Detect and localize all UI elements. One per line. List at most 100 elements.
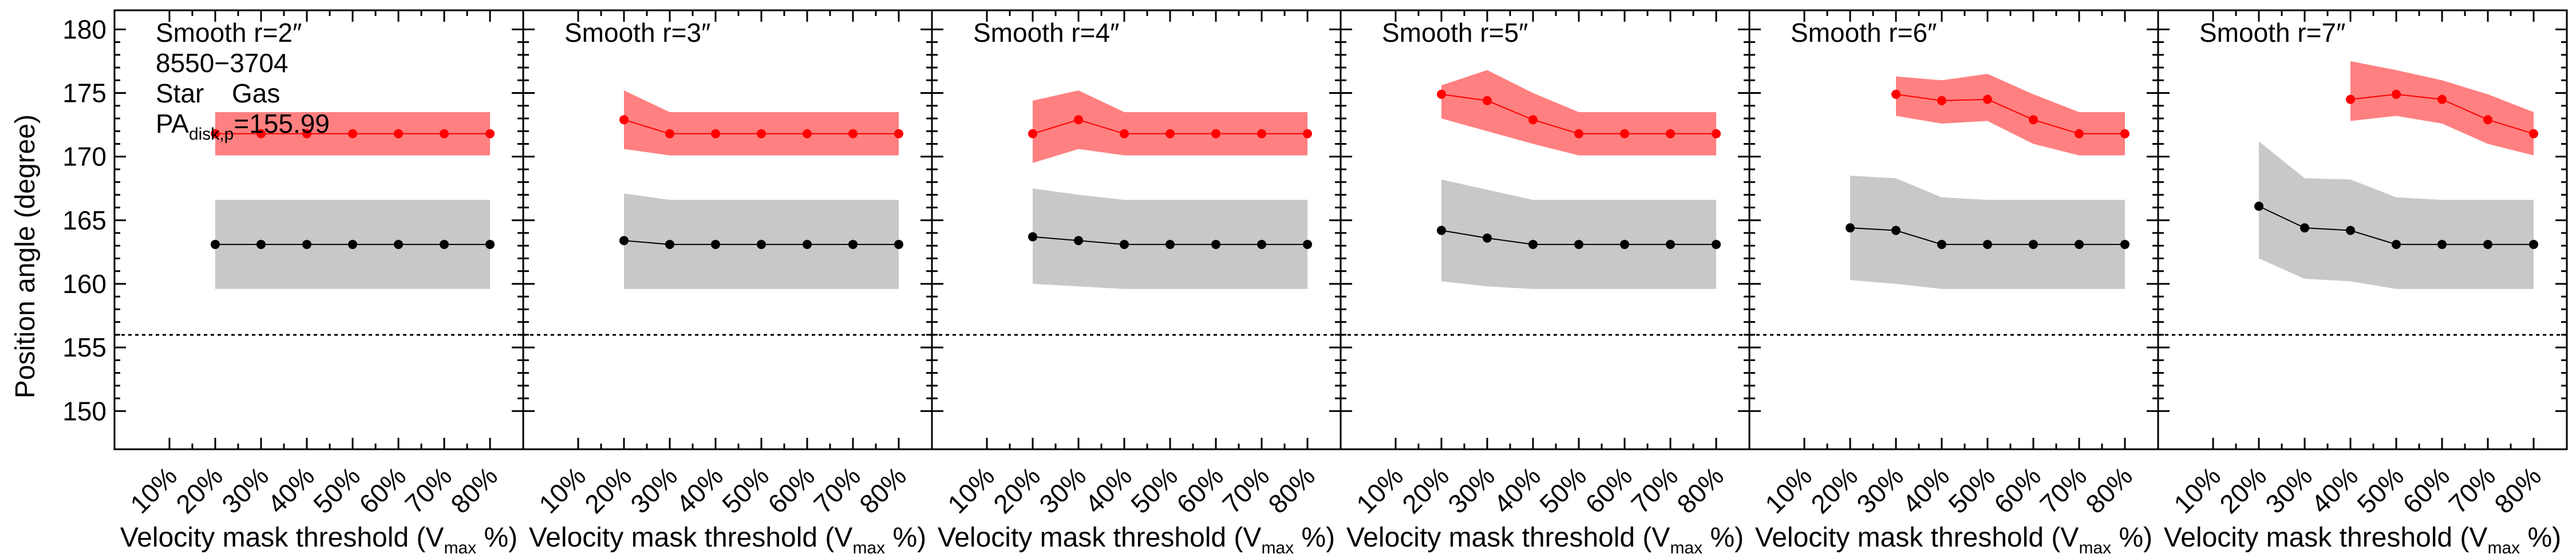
x-tick-label: 60%	[762, 461, 820, 519]
x-tick-label: 80%	[1262, 461, 1321, 519]
gas-point	[2529, 129, 2538, 138]
star-band	[1850, 176, 2125, 289]
legend-star: Star	[156, 78, 204, 108]
star-point	[485, 240, 495, 250]
x-axis-label: Velocity mask threshold (Vmax %)	[1346, 523, 1744, 557]
star-point	[2392, 240, 2401, 250]
x-tick-label: 70%	[399, 461, 457, 519]
gas-band	[1441, 70, 1716, 156]
x-tick-label: 50%	[716, 461, 775, 519]
x-tick-label: 70%	[1625, 461, 1684, 519]
x-tick-label: 10%	[942, 461, 1000, 519]
x-tick-label: 50%	[2351, 461, 2409, 519]
gas-point	[348, 129, 357, 138]
gas-point	[211, 129, 220, 138]
star-point	[1028, 232, 1037, 242]
star-point	[2254, 201, 2263, 211]
x-tick-label: 20%	[579, 461, 637, 519]
x-tick-label: 50%	[1942, 461, 2001, 519]
panel-label: Smooth r=2″	[156, 18, 302, 48]
panel-1: 150 155 160 165 170 175 180 10%20%30%40%50%60%7…	[62, 9, 524, 557]
star-point	[1528, 240, 1538, 250]
star-point	[848, 240, 858, 250]
star-point	[1846, 223, 1855, 233]
star-point	[211, 240, 220, 250]
y-tick-label: 170	[62, 142, 106, 172]
x-tick-label: 30%	[1851, 461, 1909, 519]
gas-band	[2350, 61, 2534, 156]
gas-point	[1120, 129, 1129, 138]
x-tick-label: 40%	[670, 461, 729, 519]
x-tick-label: 70%	[2034, 461, 2092, 519]
star-point	[1666, 240, 1675, 250]
gas-point	[2029, 115, 2038, 125]
panels: 15015516016517017518010%20%30%40%50%60%7…	[62, 9, 2568, 557]
panel-label: Smooth r=4″	[973, 18, 1119, 48]
star-point	[894, 240, 903, 250]
galaxy-id: 8550−3704	[156, 48, 289, 78]
star-point	[302, 240, 311, 250]
star-point	[1983, 240, 1992, 250]
gas-band	[1896, 74, 2125, 156]
gas-band	[624, 90, 899, 156]
star-point	[1303, 240, 1312, 250]
gas-point	[485, 129, 495, 138]
star-point	[256, 240, 266, 250]
panel-6: 10%20%30%40%50%60%70%80% Smooth r=7″ Veloc…	[2157, 9, 2568, 557]
star-band	[1033, 188, 1307, 289]
x-tick-label: 10%	[2168, 461, 2226, 519]
star-point	[1574, 240, 1583, 250]
star-point	[1165, 240, 1175, 250]
x-tick-label: 20%	[1805, 461, 1863, 519]
gas-point	[894, 129, 903, 138]
x-tick-label: 80%	[2488, 461, 2547, 519]
panel-3: 10%20%30%40%50%60%70%80% Smooth r=4″ Veloc…	[931, 9, 1342, 557]
star-point	[1483, 233, 1492, 243]
gas-point	[1891, 89, 1901, 99]
x-tick-label: 30%	[2259, 461, 2318, 519]
y-tick-label: 175	[62, 78, 106, 108]
x-axis-label: Velocity mask threshold (Vmax %)	[938, 523, 1335, 557]
panel-label: Smooth r=3″	[564, 18, 710, 48]
gas-point	[1165, 129, 1175, 138]
panel-label: Smooth r=7″	[2199, 18, 2345, 48]
x-tick-label: 80%	[1671, 461, 1729, 519]
x-tick-label: 50%	[307, 461, 366, 519]
gas-point	[1528, 115, 1538, 125]
star-point	[440, 240, 449, 250]
pa-label: PAdisk,p=155.99	[156, 109, 330, 144]
x-tick-label: 80%	[2080, 461, 2138, 519]
star-point	[2029, 240, 2038, 250]
x-axis-label: Velocity mask threshold (Vmax %)	[120, 523, 517, 557]
x-tick-label: 30%	[625, 461, 683, 519]
star-point	[711, 240, 720, 250]
gas-point	[1257, 129, 1266, 138]
star-point	[2346, 225, 2355, 235]
star-point	[803, 240, 812, 250]
x-tick-label: 80%	[445, 461, 503, 519]
gas-point	[1712, 129, 1721, 138]
gas-point	[2437, 94, 2447, 104]
gas-point	[803, 129, 812, 138]
y-axis-label: Position angle (degree)	[10, 114, 41, 398]
gas-point	[1620, 129, 1629, 138]
y-tick-label: 180	[62, 14, 106, 44]
star-point	[2483, 240, 2492, 250]
gas-point	[2075, 129, 2084, 138]
star-point	[2120, 240, 2129, 250]
x-tick-label: 60%	[1579, 461, 1638, 519]
star-point	[2437, 240, 2447, 250]
y-tick-label: 165	[62, 205, 106, 235]
x-tick-label: 50%	[1125, 461, 1183, 519]
y-tick-label: 150	[62, 396, 106, 426]
panel-label: Smooth r=6″	[1791, 18, 1937, 48]
x-tick-label: 70%	[808, 461, 866, 519]
x-tick-label: 60%	[2397, 461, 2455, 519]
gas-point	[1211, 129, 1220, 138]
star-point	[1257, 240, 1266, 250]
x-axis-label: Velocity mask threshold (Vmax %)	[2164, 523, 2561, 557]
gas-point	[440, 129, 449, 138]
gas-point	[2392, 89, 2401, 99]
y-tick-label: 160	[62, 269, 106, 299]
